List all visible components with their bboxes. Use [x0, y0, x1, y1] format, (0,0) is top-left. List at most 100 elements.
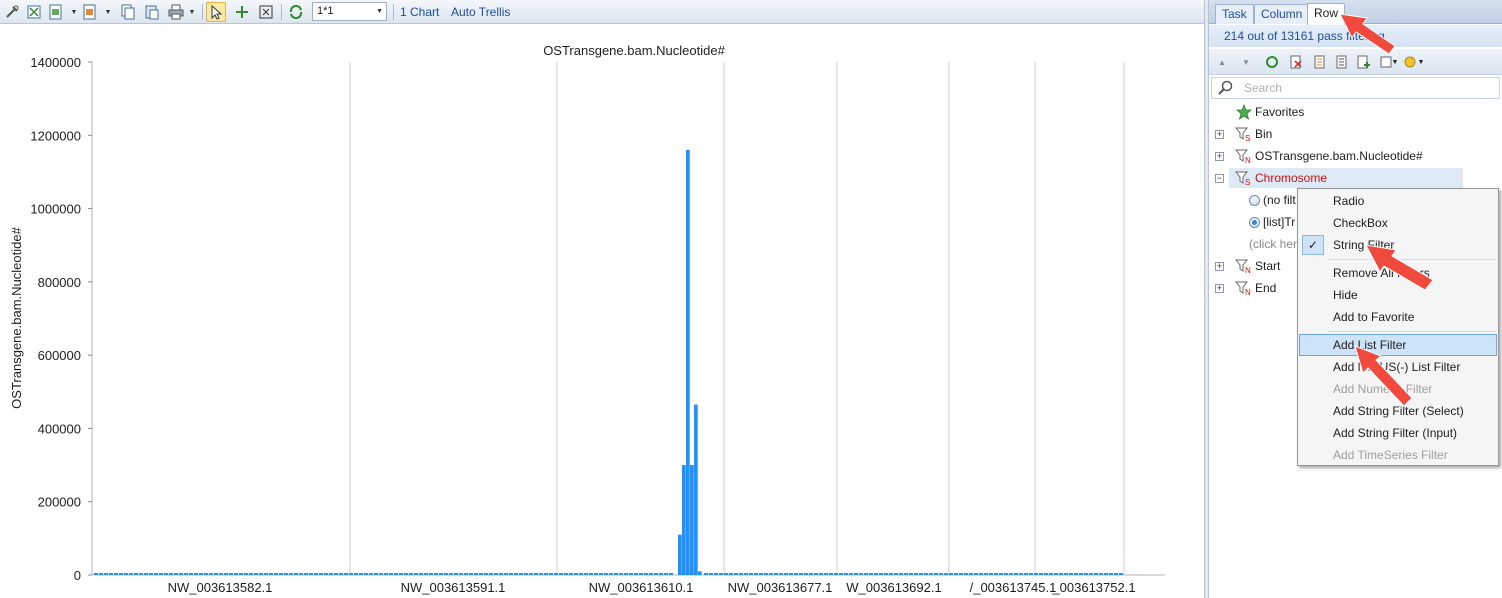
bar [834, 573, 838, 575]
move-up-icon[interactable]: ▲ [1218, 57, 1226, 67]
add-filter-icon[interactable] [1355, 53, 1373, 71]
auto-trellis-button[interactable]: Auto Trellis [451, 5, 511, 19]
pointer-icon[interactable] [206, 2, 226, 22]
bar [224, 573, 228, 575]
bar [698, 571, 702, 575]
remove-filter-icon[interactable] [1287, 53, 1305, 71]
menu-item-remove-all-filters[interactable]: Remove All Filters [1333, 266, 1430, 280]
bar [474, 573, 478, 575]
bar [544, 573, 548, 575]
refresh-icon[interactable] [286, 2, 306, 22]
tree-item-start[interactable]: + N Start [1209, 256, 1502, 276]
bar [489, 573, 493, 575]
radio-button[interactable] [1249, 195, 1260, 206]
collapse-icon[interactable]: − [1215, 173, 1224, 183]
tab-column[interactable]: Column [1254, 4, 1310, 24]
export-image-icon[interactable] [46, 2, 66, 22]
tree-item-chromosome-content[interactable]: − S Chromosome [1209, 168, 1502, 188]
move-down-icon[interactable]: ▼ [1242, 57, 1250, 67]
search-input[interactable] [1242, 79, 1492, 97]
bar [104, 573, 108, 575]
print-dropdown[interactable]: ▼ [188, 8, 196, 16]
menu-item-add-list-filter[interactable]: Add List Filter [1299, 334, 1497, 356]
bar [619, 573, 623, 575]
tree-item-chromosome[interactable] [1229, 168, 1463, 188]
bar [494, 573, 498, 575]
trellis-layout-select[interactable]: 1*1 ▼ [312, 2, 387, 21]
expand-icon[interactable]: + [1215, 261, 1224, 271]
toolbar-divider [281, 4, 282, 20]
print-icon[interactable] [166, 2, 186, 22]
select-grid-icon[interactable] [24, 2, 44, 22]
bar [329, 573, 333, 575]
bar [924, 573, 928, 575]
menu-item-radio[interactable]: Radio [1333, 194, 1365, 208]
bar [234, 573, 238, 575]
filter-option-click-here[interactable]: (click here [1209, 234, 1502, 254]
filter-table-icon[interactable] [1333, 53, 1351, 71]
menu-item-add-timeseries-filter: Add TimeSeries Filter [1333, 448, 1448, 462]
bar [184, 573, 188, 575]
filter-option-no-filter[interactable]: (no filt [1209, 190, 1502, 210]
export-data-icon[interactable] [80, 2, 100, 22]
expand-icon[interactable]: + [1215, 283, 1224, 293]
bar [1069, 573, 1073, 575]
tools-icon[interactable] [2, 2, 22, 22]
menu-item-add-minus-list-filter[interactable]: Add MINUS(-) List Filter [1333, 360, 1461, 374]
bar [479, 573, 483, 575]
menu-item-string-filter[interactable]: ✓ String Filter [1299, 234, 1497, 256]
tab-task[interactable]: Task [1215, 4, 1254, 24]
toolbar-divider [393, 4, 394, 20]
refresh-filter-icon[interactable] [1263, 53, 1281, 71]
y-tick-label: 600000 [38, 348, 81, 363]
bar [599, 573, 603, 575]
tab-row[interactable]: Row [1307, 3, 1346, 25]
menu-item-checkbox[interactable]: CheckBox [1333, 216, 1388, 230]
favorites-menu-dropdown[interactable]: ▼ [1417, 58, 1425, 66]
chart-count-button[interactable]: 1 Chart [400, 5, 440, 19]
bar [864, 573, 868, 575]
bar [759, 573, 763, 575]
bar [1059, 573, 1063, 575]
filter-settings-icon[interactable] [1311, 53, 1329, 71]
bar [1004, 573, 1008, 575]
bar [914, 573, 918, 575]
tree-item-bin[interactable]: + S Bin [1209, 124, 1502, 144]
bar [1104, 573, 1108, 575]
tree-item-favorites[interactable]: Favorites [1209, 102, 1502, 122]
export-image-dropdown[interactable]: ▼ [70, 8, 78, 16]
expand-icon[interactable]: + [1215, 151, 1224, 161]
y-tick-label: 800000 [38, 275, 81, 290]
filter-options-dropdown[interactable]: ▼ [1391, 58, 1399, 66]
tree-item-end[interactable]: + N End [1209, 278, 1502, 298]
menu-item-add-string-filter-select[interactable]: Add String Filter (Select) [1333, 404, 1464, 418]
pan-icon[interactable] [232, 2, 252, 22]
bar [424, 573, 428, 575]
bar [629, 573, 633, 575]
radio-button[interactable] [1249, 217, 1260, 228]
export-data-dropdown[interactable]: ▼ [104, 8, 112, 16]
bar [849, 573, 853, 575]
zoom-fit-icon[interactable] [256, 2, 276, 22]
search-field[interactable] [1211, 77, 1500, 99]
bar [824, 573, 828, 575]
menu-item-hide[interactable]: Hide [1333, 288, 1358, 302]
bar [214, 573, 218, 575]
bar [389, 573, 393, 575]
expand-icon[interactable]: + [1215, 129, 1224, 139]
menu-item-add-string-filter-input[interactable]: Add String Filter (Input) [1333, 426, 1458, 440]
tree-item-nucleotide[interactable]: + N OSTransgene.bam.Nucleotide# [1209, 146, 1502, 166]
menu-item-add-to-favorite[interactable]: Add to Favorite [1333, 310, 1415, 324]
filter-options-icon[interactable] [1377, 53, 1395, 71]
favorites-menu-icon[interactable] [1401, 53, 1419, 71]
bar [694, 404, 698, 575]
filter-option-list[interactable]: [list]Tr [1209, 212, 1502, 232]
bar [889, 573, 893, 575]
bar [419, 573, 423, 575]
paste-icon[interactable] [142, 2, 162, 22]
bar [579, 573, 583, 575]
panel-splitter[interactable] [1204, 0, 1209, 598]
bar [1009, 573, 1013, 575]
copy-icon[interactable] [118, 2, 138, 22]
bar [979, 573, 983, 575]
